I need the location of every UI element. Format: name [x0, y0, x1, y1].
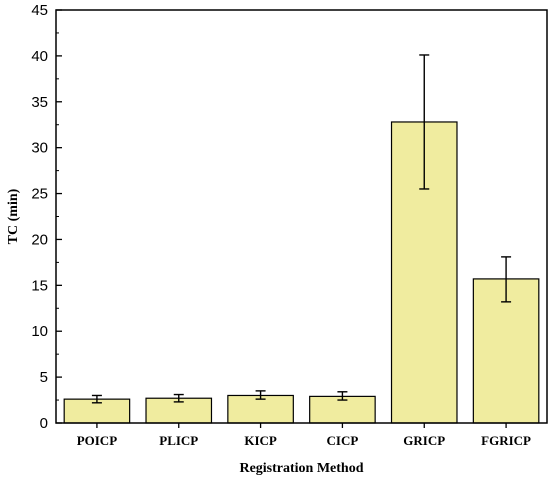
bar-fgricp [472, 278, 540, 424]
y-tick-label: 30 [31, 140, 48, 157]
y-axis-title: TC (min) [6, 188, 21, 244]
y-tick-label: 45 [31, 2, 48, 19]
x-tick-label: CICP [327, 433, 359, 448]
x-tick-label: FGRICP [481, 433, 531, 448]
y-tick-label: 10 [31, 323, 48, 340]
x-tick-label: PLICP [159, 433, 198, 448]
x-tick-label: POICP [77, 433, 118, 448]
x-axis-ticks: POICP PLICP KICP CICP GRICP FGRICP [77, 423, 531, 448]
y-tick-label: 5 [40, 369, 48, 386]
y-tick-label: 20 [31, 231, 48, 248]
error-bars [91, 54, 512, 404]
x-tick-label: GRICP [403, 433, 445, 448]
x-tick-label: KICP [244, 433, 277, 448]
y-axis-ticks: 0 5 10 15 20 25 30 35 40 45 [31, 2, 62, 432]
y-tick-label: 0 [40, 415, 48, 432]
plot-frame [55, 9, 548, 424]
x-axis-title: Registration Method [239, 461, 363, 476]
y-tick-label: 25 [31, 186, 48, 203]
bars [63, 121, 540, 424]
y-tick-label: 35 [31, 94, 48, 111]
y-tick-label: 40 [31, 48, 48, 65]
y-tick-label: 15 [31, 277, 48, 294]
